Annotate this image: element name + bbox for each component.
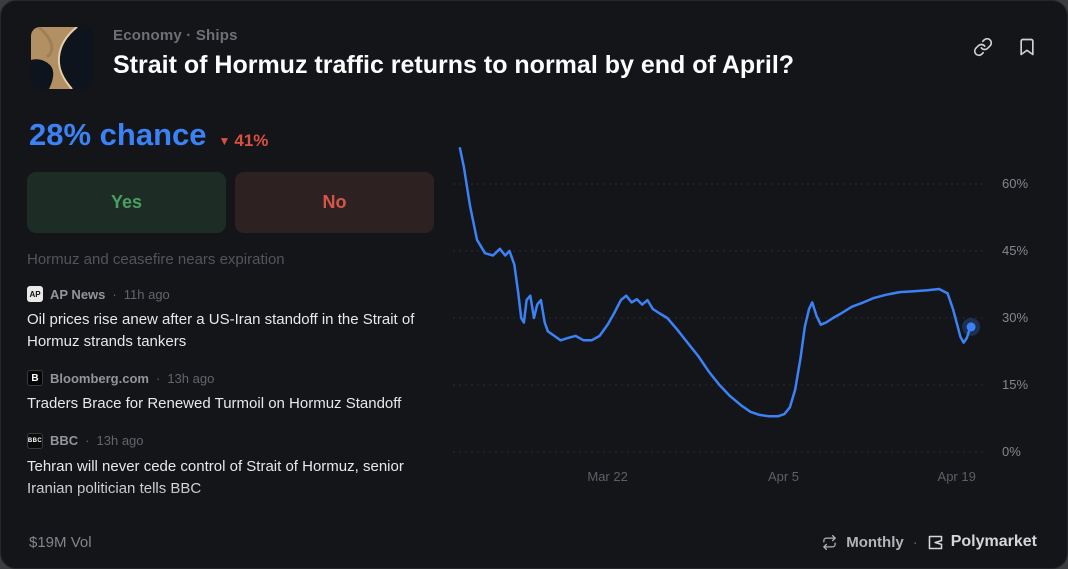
news-source: Bloomberg.com xyxy=(50,370,149,386)
bookmark-icon[interactable] xyxy=(1017,37,1037,57)
news-item[interactable]: B Bloomberg.com · 13h ago Traders Brace … xyxy=(27,370,442,415)
bloomberg-logo-icon: B xyxy=(27,370,43,387)
svg-text:60%: 60% xyxy=(1002,176,1028,191)
svg-text:45%: 45% xyxy=(1002,243,1028,258)
news-headline: Tehran will never cede control of Strait… xyxy=(27,457,404,497)
svg-text:30%: 30% xyxy=(1002,310,1028,325)
news-source-row: AP AP News · 11h ago xyxy=(27,286,442,302)
volume-label: $19M Vol xyxy=(29,533,92,551)
frequency-label[interactable]: Monthly xyxy=(846,533,904,551)
news-source: BBC xyxy=(50,433,79,449)
polymarket-logo xyxy=(928,535,943,549)
card-header: Economy · Ships Strait of Hormuz traffic… xyxy=(31,27,1037,89)
svg-text:0%: 0% xyxy=(1002,444,1021,459)
news-list: Hormuz and ceasefire nears expiration AP… xyxy=(27,251,442,517)
news-headline: Oil prices rise anew after a US-Iran sta… xyxy=(27,311,415,351)
header-actions xyxy=(973,37,1037,57)
chance-row: 28% chance ▼ 41% xyxy=(29,117,268,153)
yes-button[interactable]: Yes xyxy=(27,172,226,233)
news-source: AP News xyxy=(50,286,106,302)
svg-text:Apr 5: Apr 5 xyxy=(768,469,799,484)
news-item[interactable]: BBC BBC · 13h ago Tehran will never cede… xyxy=(27,432,442,500)
change-value: 41% xyxy=(234,131,269,150)
down-arrow-icon: ▼ xyxy=(218,134,231,148)
svg-text:Apr 19: Apr 19 xyxy=(938,469,976,484)
footer-right: Monthly · Polymarket xyxy=(822,533,1037,551)
no-button[interactable]: No xyxy=(235,172,434,233)
news-time: 11h ago xyxy=(123,286,170,302)
svg-text:15%: 15% xyxy=(1002,377,1028,392)
market-title[interactable]: Strait of Hormuz traffic returns to norm… xyxy=(113,51,795,79)
chart-end-dot xyxy=(966,322,976,332)
chance-value: 28% chance xyxy=(29,117,207,152)
repeat-icon[interactable] xyxy=(822,534,837,550)
svg-text:Mar 22: Mar 22 xyxy=(587,469,627,484)
news-headline: Traders Brace for Renewed Turmoil on Hor… xyxy=(27,395,402,413)
trade-buttons: Yes No xyxy=(27,172,434,233)
news-time: 13h ago xyxy=(96,433,144,449)
news-time: 13h ago xyxy=(167,370,215,386)
strait-satellite-image xyxy=(31,27,93,89)
ap-news-logo-icon: AP xyxy=(27,286,43,302)
copy-link-icon[interactable] xyxy=(973,37,993,57)
price-chart[interactable]: 0% 15% 30% 45% 60% Mar 22 Apr 5 Apr 19 xyxy=(453,129,1053,494)
separator-dot: · xyxy=(85,433,90,449)
separator-dot: · xyxy=(912,533,918,551)
bbc-logo-icon: BBC xyxy=(27,432,43,449)
breadcrumb[interactable]: Economy · Ships xyxy=(113,27,238,44)
brand-label: Polymarket xyxy=(950,533,1037,550)
faded-news-headline[interactable]: Hormuz and ceasefire nears expiration xyxy=(27,251,285,268)
price-change-indicator: ▼ 41% xyxy=(219,131,269,151)
news-source-row: BBC BBC · 13h ago xyxy=(27,432,442,449)
chart-svg: 0% 15% 30% 45% 60% Mar 22 Apr 5 Apr 19 xyxy=(453,147,1028,484)
news-source-row: B Bloomberg.com · 13h ago xyxy=(27,370,442,387)
market-thumbnail[interactable] xyxy=(31,27,93,89)
separator-dot: · xyxy=(112,286,117,302)
separator-dot: · xyxy=(155,370,161,386)
header-text: Economy · Ships Strait of Hormuz traffic… xyxy=(113,27,973,80)
card-footer: $19M Vol Monthly · Polymarket xyxy=(29,533,1037,551)
news-item[interactable]: AP AP News · 11h ago Oil prices rise ane… xyxy=(27,286,442,353)
polymarket-brand[interactable]: Polymarket xyxy=(927,533,1037,551)
